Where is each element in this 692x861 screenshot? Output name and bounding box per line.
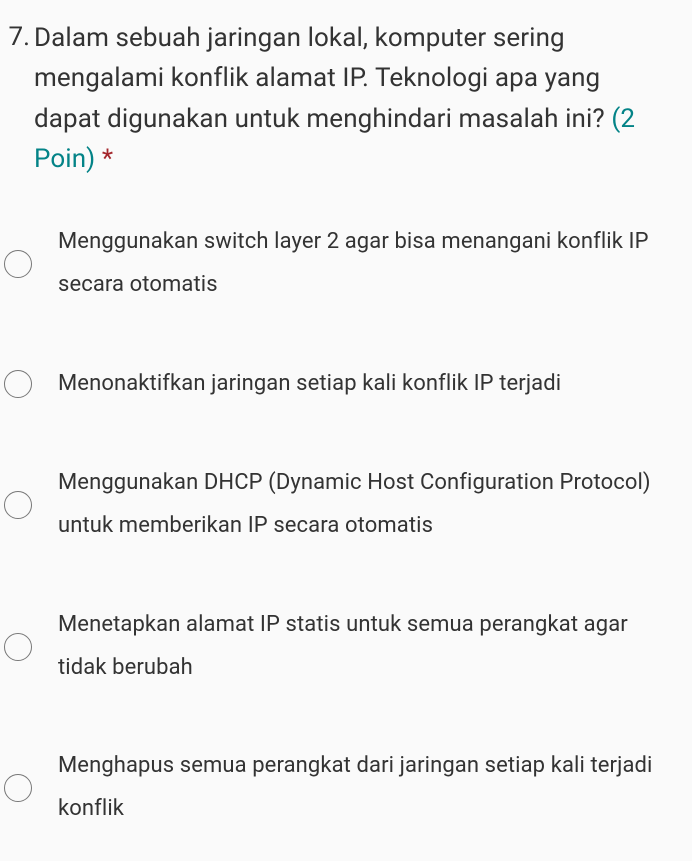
option-label: Menggunakan switch layer 2 agar bisa men… — [58, 221, 662, 307]
question-text: Dalam sebuah jaringan lokal, komputer se… — [34, 18, 668, 179]
option-5[interactable]: Menghapus semua perangkat dari jaringan … — [4, 745, 692, 831]
question-container: 7. Dalam sebuah jaringan lokal, komputer… — [0, 0, 692, 861]
option-3[interactable]: Menggunakan DHCP (Dynamic Host Configura… — [4, 462, 692, 548]
option-label: Menghapus semua perangkat dari jaringan … — [58, 745, 662, 831]
radio-icon[interactable] — [4, 633, 32, 661]
question-row: 7. Dalam sebuah jaringan lokal, komputer… — [0, 18, 692, 179]
question-number: 7. — [0, 18, 34, 57]
option-4[interactable]: Menetapkan alamat IP statis untuk semua … — [4, 604, 692, 690]
question-body: Dalam sebuah jaringan lokal, komputer se… — [34, 23, 605, 134]
option-label: Menggunakan DHCP (Dynamic Host Configura… — [58, 462, 662, 548]
radio-icon[interactable] — [4, 491, 32, 519]
options-list: Menggunakan switch layer 2 agar bisa men… — [0, 179, 692, 831]
radio-icon[interactable] — [4, 370, 32, 398]
option-label: Menonaktifkan jaringan setiap kali konfl… — [58, 363, 561, 406]
radio-icon[interactable] — [4, 250, 32, 278]
option-2[interactable]: Menonaktifkan jaringan setiap kali konfl… — [4, 363, 692, 406]
required-marker: * — [102, 144, 113, 174]
radio-icon[interactable] — [4, 774, 32, 802]
option-1[interactable]: Menggunakan switch layer 2 agar bisa men… — [4, 221, 692, 307]
option-label: Menetapkan alamat IP statis untuk semua … — [58, 604, 662, 690]
